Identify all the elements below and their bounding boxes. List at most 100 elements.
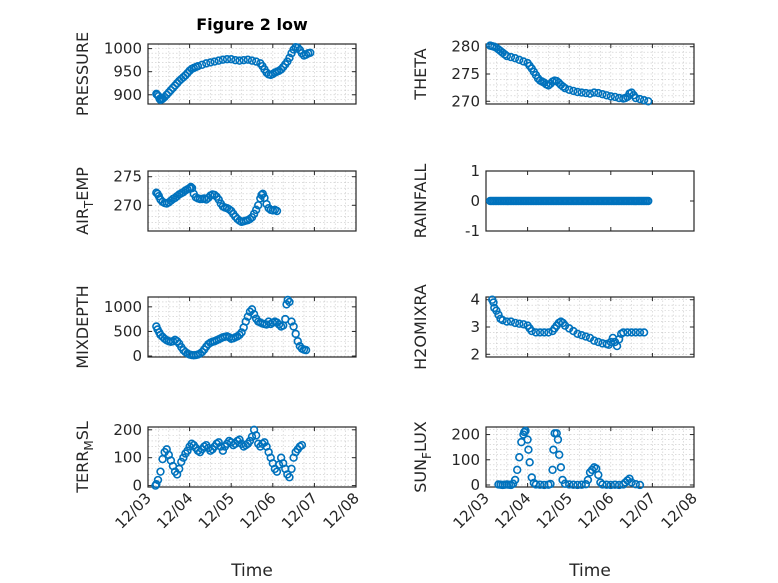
y-axis-label: RAINFALL [411, 164, 430, 239]
data-point [502, 51, 511, 61]
data-point [635, 480, 645, 490]
y-tick-label: 0 [132, 477, 142, 495]
data-series [152, 295, 311, 360]
data-point [179, 73, 188, 82]
data-point [623, 328, 632, 337]
data-point [249, 209, 259, 219]
data-point [283, 295, 292, 305]
x-tick-label: 12/04 [491, 489, 534, 532]
data-point [494, 310, 503, 319]
data-point [581, 332, 591, 341]
data-point [241, 317, 250, 326]
plot-area [486, 44, 694, 104]
x-axis-label: Time [230, 561, 273, 581]
data-point [153, 475, 163, 485]
data-point [301, 345, 311, 355]
data-point [535, 480, 545, 489]
data-point [581, 88, 591, 98]
data-point [569, 86, 578, 96]
data-point [262, 199, 271, 209]
data-point [243, 55, 253, 64]
data-point [644, 196, 653, 206]
data-point [183, 446, 192, 455]
x-tick-label: 12/08 [320, 489, 363, 532]
data-point [598, 480, 607, 489]
data-point [577, 330, 586, 340]
data-point [594, 470, 603, 480]
axes-frame [485, 43, 695, 105]
data-point [172, 79, 182, 88]
data-point [631, 480, 640, 489]
data-point [594, 337, 603, 347]
y-tick-label: 270 [451, 92, 480, 110]
data-point [619, 328, 628, 337]
data-point [639, 95, 649, 105]
data-point [156, 467, 165, 476]
y-tick-label: 275 [113, 168, 142, 186]
data-point [573, 87, 582, 97]
data-point [193, 61, 203, 71]
data-point [489, 298, 498, 307]
data-point [531, 480, 541, 489]
subplot-theta: 270 275 280 THETA [411, 38, 695, 110]
data-point [293, 43, 302, 52]
data-point [285, 297, 294, 307]
data-point [546, 479, 555, 489]
y-tick-label: 2 [470, 345, 480, 363]
data-point [548, 465, 557, 475]
data-point [510, 318, 520, 328]
data-point [287, 317, 296, 326]
data-point [164, 88, 174, 97]
subplot-mixdepth: 0 500 1000 MIXDEPTH [73, 285, 357, 369]
data-point [581, 480, 591, 489]
data-point [535, 328, 545, 337]
axes-frame [147, 296, 357, 358]
data-point [202, 59, 211, 68]
subplot-h2omixra: 2 3 4 H2OMIXRA [411, 284, 695, 370]
data-point [214, 438, 223, 447]
data-point [623, 476, 632, 485]
data-point [527, 326, 536, 336]
y-tick-label: 270 [113, 196, 142, 214]
data-point [606, 337, 615, 347]
data-point [251, 205, 261, 215]
data-point [166, 85, 176, 95]
data-series [488, 295, 649, 351]
y-tick-label: 275 [451, 65, 480, 83]
data-point [627, 328, 636, 337]
y-axis-label: MIXDEPTH [73, 285, 92, 368]
y-axis-label: H2OMIXRA [411, 284, 430, 370]
data-point [515, 319, 524, 328]
y-tick-label: 200 [451, 426, 480, 444]
data-point [577, 88, 586, 97]
data-point [515, 55, 524, 65]
data-point [606, 92, 615, 101]
data-point [247, 56, 257, 65]
data-point [519, 57, 528, 66]
x-tick-label: 12/05 [195, 489, 238, 532]
data-point [589, 88, 599, 97]
data-point [218, 55, 228, 64]
data-point [560, 479, 570, 488]
grid [147, 43, 357, 105]
data-point [520, 427, 529, 437]
y-tick-label: 1000 [104, 298, 142, 316]
data-point [224, 205, 234, 214]
data-series [152, 43, 315, 105]
data-point [287, 464, 296, 474]
data-point [285, 473, 294, 482]
data-point [289, 322, 298, 331]
data-point [524, 445, 533, 454]
data-point [179, 453, 188, 462]
data-point [293, 337, 302, 346]
data-point [245, 436, 255, 446]
y-tick-label: 0 [470, 476, 480, 494]
data-point [183, 68, 192, 78]
x-axis-label: Time [568, 561, 611, 581]
data-point [585, 89, 595, 98]
y-axis-label: THETA [411, 48, 430, 100]
data-point [227, 55, 236, 64]
data-point [635, 94, 645, 104]
y-tick-label: 0 [470, 192, 480, 210]
data-point [237, 328, 246, 337]
